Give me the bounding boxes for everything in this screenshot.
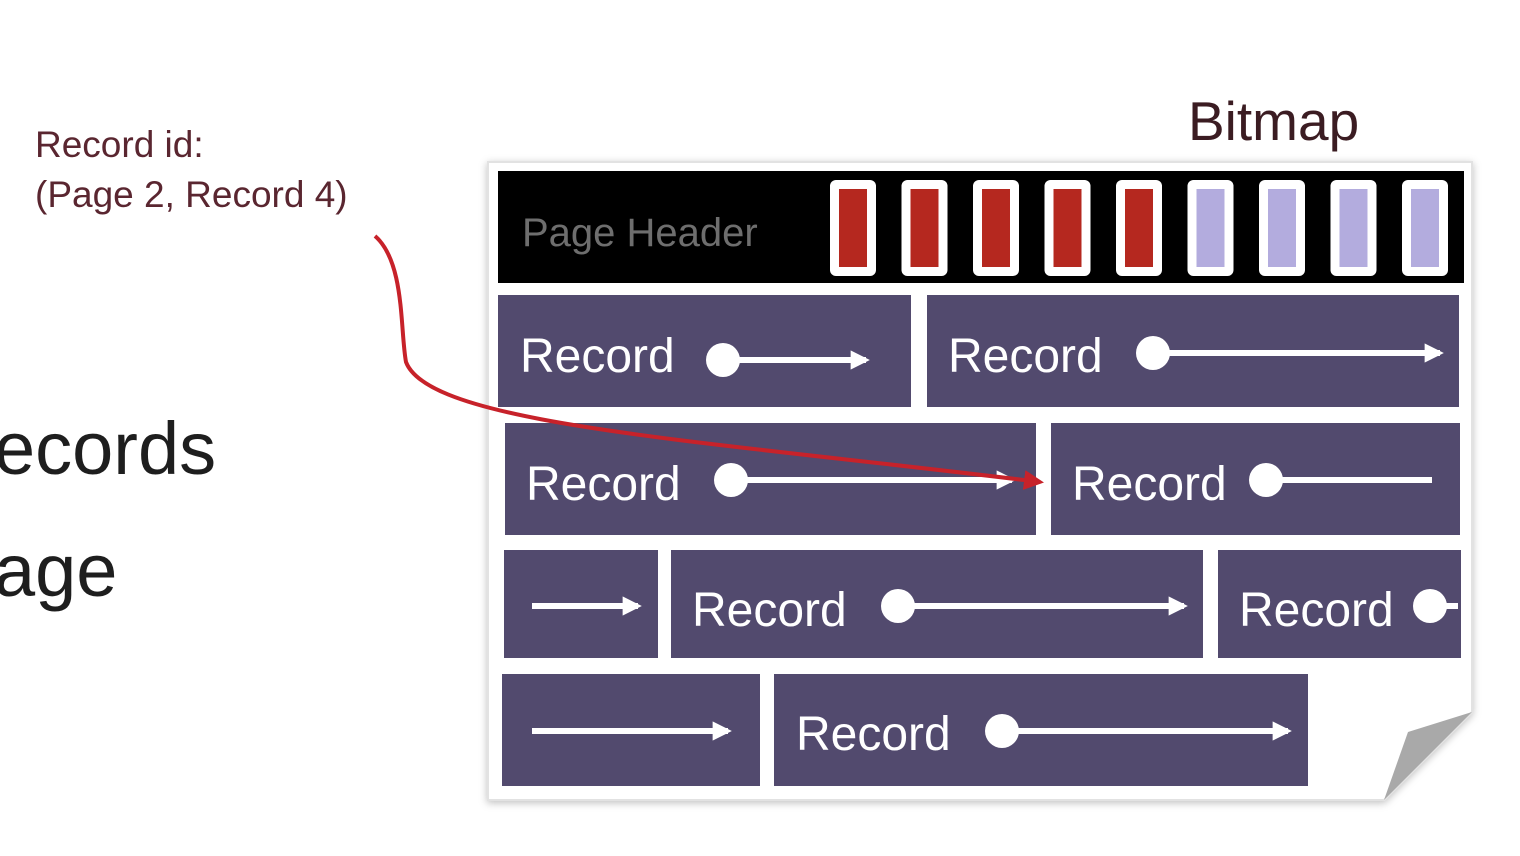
record-label: Record — [520, 330, 675, 383]
page-fold-corner — [1384, 712, 1472, 800]
bitmap-bit-clear — [1411, 189, 1439, 267]
bitmap-bit-set — [982, 189, 1010, 267]
record-label: Record — [526, 458, 681, 511]
bitmap-bit-clear — [1268, 189, 1296, 267]
side-text-records: ecords — [0, 407, 217, 490]
record-label: Record — [1072, 458, 1227, 511]
record-id-pointer-arrow — [373, 234, 1044, 490]
bitmap-bit-set — [839, 189, 867, 267]
record-block — [498, 295, 911, 407]
record-id-label: Record id: (Page 2, Record 4) — [35, 120, 348, 220]
page-header-label: Page Header — [522, 211, 758, 255]
record-label: Record — [796, 708, 951, 761]
record-label: Record — [948, 330, 1103, 383]
bitmap-bit-clear — [1196, 189, 1225, 267]
bitmap-bit-set — [910, 189, 939, 267]
record-label: Record — [1239, 584, 1394, 637]
bitmap-bit-clear — [1339, 189, 1368, 267]
record-label: Record — [692, 584, 847, 637]
bitmap — [830, 180, 1448, 276]
bitmap-bit-set — [1053, 189, 1082, 267]
bitmap-label: Bitmap — [1188, 90, 1360, 152]
record-id-value: (Page 2, Record 4) — [35, 174, 348, 215]
side-text-page: age — [0, 529, 118, 612]
bitmap-bit-set — [1125, 189, 1153, 267]
record-id-title: Record id: — [35, 124, 204, 165]
